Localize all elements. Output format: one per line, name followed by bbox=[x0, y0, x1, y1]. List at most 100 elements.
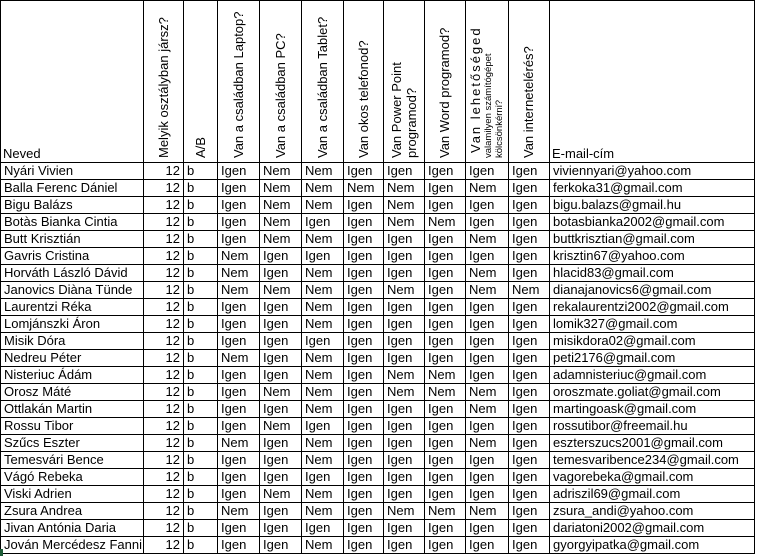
cell-word[interactable]: Igen bbox=[424, 451, 466, 469]
cell-class[interactable]: 12 bbox=[143, 315, 184, 333]
cell-word[interactable]: Igen bbox=[424, 349, 466, 367]
column-header-class[interactable]: Melyik osztályban jársz? bbox=[143, 0, 184, 163]
cell-pc[interactable]: Igen bbox=[259, 332, 302, 350]
cell-internet[interactable]: Igen bbox=[508, 383, 550, 401]
cell-phone[interactable]: Igen bbox=[343, 332, 384, 350]
cell-phone[interactable]: Igen bbox=[343, 315, 384, 333]
cell-name[interactable]: Botàs Bianka Cintia bbox=[0, 213, 144, 231]
cell-class[interactable]: 12 bbox=[143, 366, 184, 384]
cell-ppt[interactable]: Igen bbox=[383, 468, 425, 486]
column-header-name[interactable]: Neved bbox=[0, 0, 144, 163]
cell-ppt[interactable]: Igen bbox=[383, 451, 425, 469]
cell-word[interactable]: Igen bbox=[424, 536, 466, 554]
cell-word[interactable]: Igen bbox=[424, 162, 466, 180]
cell-word[interactable]: Igen bbox=[424, 230, 466, 248]
cell-email[interactable]: gyorgyipatka@gmail.com bbox=[549, 536, 755, 554]
cell-ppt[interactable]: Igen bbox=[383, 400, 425, 418]
cell-ppt[interactable]: Nem bbox=[383, 179, 425, 197]
cell-pc[interactable]: Nem bbox=[259, 179, 302, 197]
cell-ab[interactable]: b bbox=[183, 298, 218, 316]
cell-name[interactable]: Janovics Diàna Tünde bbox=[0, 281, 144, 299]
cell-ppt[interactable]: Nem bbox=[383, 502, 425, 520]
cell-ab[interactable]: b bbox=[183, 196, 218, 214]
cell-word[interactable]: Igen bbox=[424, 332, 466, 350]
cell-word[interactable]: Igen bbox=[424, 281, 466, 299]
cell-laptop[interactable]: Igen bbox=[217, 383, 260, 401]
cell-name[interactable]: Nyári Vivien bbox=[0, 162, 144, 180]
cell-laptop[interactable]: Nem bbox=[217, 247, 260, 265]
cell-class[interactable]: 12 bbox=[143, 264, 184, 282]
cell-ab[interactable]: b bbox=[183, 451, 218, 469]
cell-ab[interactable]: b bbox=[183, 485, 218, 503]
cell-internet[interactable]: Igen bbox=[508, 349, 550, 367]
cell-laptop[interactable]: Igen bbox=[217, 468, 260, 486]
cell-word[interactable]: Igen bbox=[424, 264, 466, 282]
cell-pc[interactable]: Igen bbox=[259, 298, 302, 316]
cell-tablet[interactable]: Nem bbox=[301, 179, 344, 197]
cell-email[interactable]: viviennyari@yahoo.com bbox=[549, 162, 755, 180]
cell-internet[interactable]: Igen bbox=[508, 315, 550, 333]
cell-pc[interactable]: Nem bbox=[259, 485, 302, 503]
cell-laptop[interactable]: Nem bbox=[217, 349, 260, 367]
cell-class[interactable]: 12 bbox=[143, 417, 184, 435]
cell-tablet[interactable]: Nem bbox=[301, 315, 344, 333]
cell-email[interactable]: eszterszucs2001@gmail.com bbox=[549, 434, 755, 452]
cell-laptop[interactable]: Igen bbox=[217, 536, 260, 554]
column-header-laptop[interactable]: Van a családban Laptop? bbox=[217, 0, 260, 163]
cell-phone[interactable]: Igen bbox=[343, 417, 384, 435]
cell-phone[interactable]: Igen bbox=[343, 400, 384, 418]
cell-borrow[interactable]: Igen bbox=[465, 485, 509, 503]
cell-pc[interactable]: Igen bbox=[259, 349, 302, 367]
cell-tablet[interactable]: Nem bbox=[301, 162, 344, 180]
cell-email[interactable]: martingoask@gmail.com bbox=[549, 400, 755, 418]
cell-tablet[interactable]: Nem bbox=[301, 485, 344, 503]
cell-pc[interactable]: Igen bbox=[259, 434, 302, 452]
cell-class[interactable]: 12 bbox=[143, 519, 184, 537]
cell-class[interactable]: 12 bbox=[143, 298, 184, 316]
cell-borrow[interactable]: Nem bbox=[465, 230, 509, 248]
cell-class[interactable]: 12 bbox=[143, 434, 184, 452]
cell-ppt[interactable]: Nem bbox=[383, 281, 425, 299]
cell-phone[interactable]: Igen bbox=[343, 383, 384, 401]
column-header-tablet[interactable]: Van a családban Tablet? bbox=[301, 0, 344, 163]
cell-ab[interactable]: b bbox=[183, 536, 218, 554]
cell-tablet[interactable]: Igen bbox=[301, 332, 344, 350]
cell-tablet[interactable]: Nem bbox=[301, 383, 344, 401]
cell-ab[interactable]: b bbox=[183, 230, 218, 248]
cell-email[interactable]: bigu.balazs@gmail.hu bbox=[549, 196, 755, 214]
cell-tablet[interactable]: Nem bbox=[301, 230, 344, 248]
cell-name[interactable]: Misik Dóra bbox=[0, 332, 144, 350]
cell-name[interactable]: Horváth László Dávid bbox=[0, 264, 144, 282]
cell-class[interactable]: 12 bbox=[143, 383, 184, 401]
cell-borrow[interactable]: Igen bbox=[465, 451, 509, 469]
cell-ppt[interactable]: Igen bbox=[383, 519, 425, 537]
cell-laptop[interactable]: Igen bbox=[217, 451, 260, 469]
cell-internet[interactable]: Igen bbox=[508, 179, 550, 197]
cell-class[interactable]: 12 bbox=[143, 468, 184, 486]
cell-ab[interactable]: b bbox=[183, 162, 218, 180]
cell-class[interactable]: 12 bbox=[143, 536, 184, 554]
cell-word[interactable]: Nem bbox=[424, 502, 466, 520]
cell-name[interactable]: Nisteriuc Ádám bbox=[0, 366, 144, 384]
cell-email[interactable]: botasbianka2002@gmail.com bbox=[549, 213, 755, 231]
cell-phone[interactable]: Igen bbox=[343, 485, 384, 503]
cell-internet[interactable]: Igen bbox=[508, 400, 550, 418]
cell-name[interactable]: Gavris Cristina bbox=[0, 247, 144, 265]
cell-borrow[interactable]: Igen bbox=[465, 332, 509, 350]
cell-word[interactable]: Igen bbox=[424, 434, 466, 452]
cell-pc[interactable]: Igen bbox=[259, 400, 302, 418]
cell-class[interactable]: 12 bbox=[143, 502, 184, 520]
cell-pc[interactable]: Nem bbox=[259, 281, 302, 299]
cell-email[interactable]: krisztin67@yahoo.com bbox=[549, 247, 755, 265]
cell-word[interactable]: Igen bbox=[424, 468, 466, 486]
cell-internet[interactable]: Igen bbox=[508, 196, 550, 214]
cell-internet[interactable]: Igen bbox=[508, 417, 550, 435]
cell-phone[interactable]: Igen bbox=[343, 281, 384, 299]
cell-ppt[interactable]: Nem bbox=[383, 383, 425, 401]
cell-email[interactable]: hlacid83@gmail.com bbox=[549, 264, 755, 282]
cell-laptop[interactable]: Nem bbox=[217, 264, 260, 282]
cell-pc[interactable]: Igen bbox=[259, 264, 302, 282]
cell-borrow[interactable]: Nem bbox=[465, 502, 509, 520]
cell-internet[interactable]: Nem bbox=[508, 281, 550, 299]
cell-name[interactable]: Jivan Antónia Daria bbox=[0, 519, 144, 537]
